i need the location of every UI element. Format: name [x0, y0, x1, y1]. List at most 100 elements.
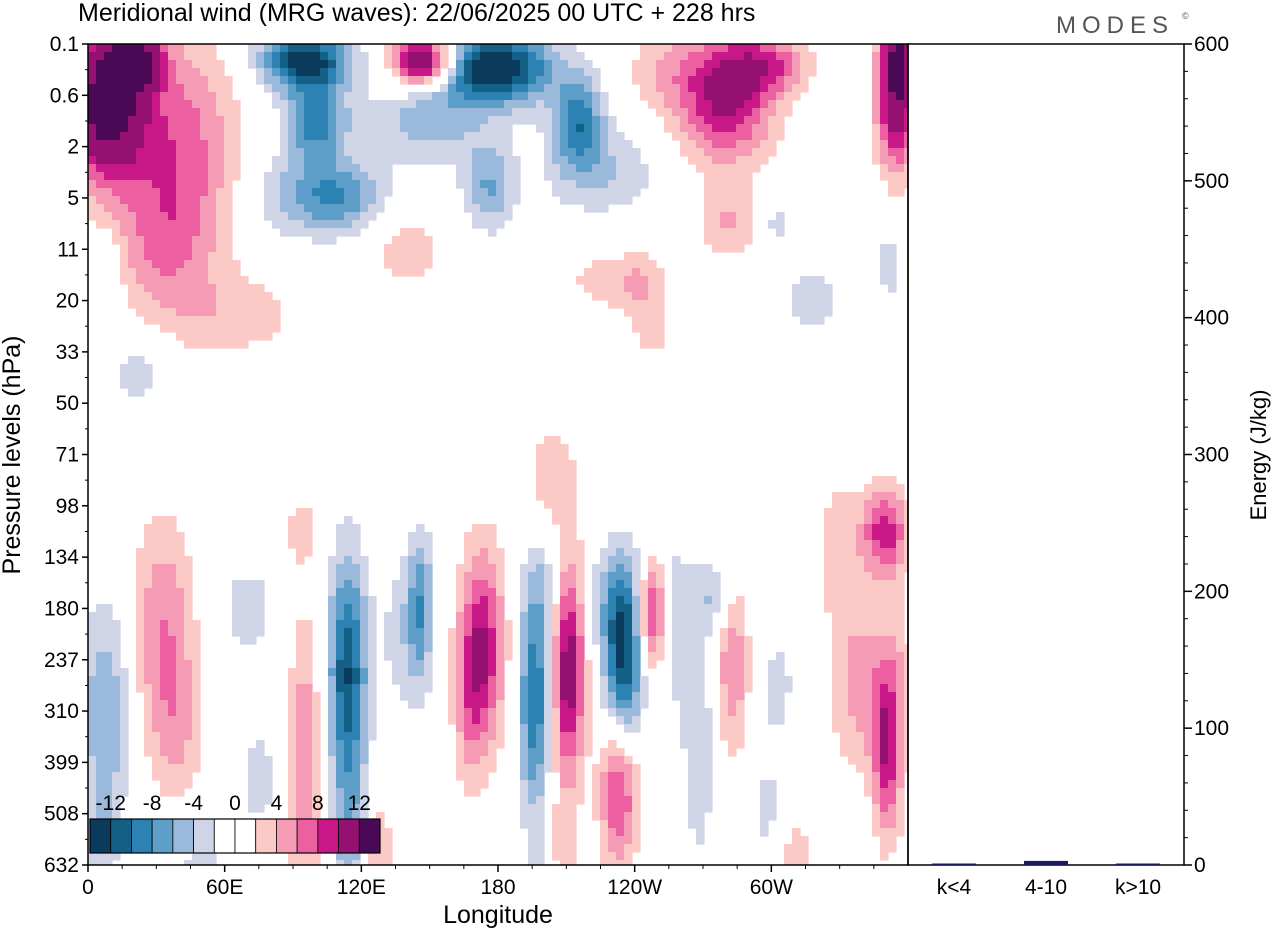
heat-cell — [632, 812, 641, 821]
heat-cell — [352, 684, 361, 693]
heat-cell — [336, 692, 345, 701]
heat-cell — [344, 796, 353, 805]
heat-cell — [336, 148, 345, 157]
heat-cell — [168, 636, 177, 645]
heat-cell — [560, 804, 569, 813]
heat-cell — [320, 164, 329, 173]
heat-cell — [720, 172, 729, 181]
heat-cell — [656, 308, 665, 317]
heat-cell — [624, 540, 633, 549]
heat-cell — [96, 852, 105, 861]
heat-cell — [488, 68, 497, 77]
heat-cell — [392, 660, 401, 669]
heat-cell — [128, 140, 137, 149]
heat-cell — [224, 340, 233, 349]
heat-cell — [728, 116, 737, 125]
heat-cell — [696, 60, 705, 69]
heat-cell — [600, 852, 609, 861]
heat-cell — [328, 660, 337, 669]
heat-cell — [256, 52, 265, 61]
heat-cell — [608, 300, 617, 309]
heat-cell — [360, 676, 369, 685]
heat-cell — [848, 492, 857, 501]
heat-cell — [168, 748, 177, 757]
heat-cell — [904, 108, 908, 117]
heat-cell — [608, 852, 617, 861]
heat-cell — [496, 676, 505, 685]
heat-cell — [600, 172, 609, 181]
heat-cell — [224, 116, 233, 125]
heat-cell — [608, 284, 617, 293]
heat-cell — [408, 676, 417, 685]
heat-cell — [168, 668, 177, 677]
heat-cell — [328, 756, 337, 765]
heat-cell — [624, 548, 633, 557]
heat-cell — [480, 684, 489, 693]
heat-cell — [400, 260, 409, 269]
heat-cell — [640, 172, 649, 181]
heat-cell — [768, 140, 777, 149]
heat-cell — [296, 684, 305, 693]
heat-cell — [400, 676, 409, 685]
heat-cell — [336, 108, 345, 117]
heat-cell — [408, 612, 417, 621]
heat-cell — [336, 196, 345, 205]
heat-cell — [824, 564, 833, 573]
heat-cell — [560, 604, 569, 613]
heat-cell — [312, 76, 321, 85]
heat-cell — [680, 124, 689, 133]
heat-cell — [856, 500, 865, 509]
heat-cell — [144, 116, 153, 125]
heat-cell — [472, 108, 481, 117]
heat-cell — [528, 860, 537, 865]
heat-cell — [696, 132, 705, 141]
heat-cell — [88, 132, 97, 141]
heat-cell — [376, 108, 385, 117]
heat-cell — [488, 748, 497, 757]
heat-cell — [232, 140, 241, 149]
heat-cell — [104, 84, 113, 93]
heat-cell — [288, 852, 297, 861]
heat-cell — [336, 700, 345, 709]
heat-cell — [368, 852, 377, 861]
heat-cell — [544, 68, 553, 77]
heat-cell — [520, 780, 529, 789]
heat-cell — [520, 748, 529, 757]
heat-cell — [232, 596, 241, 605]
heat-cell — [144, 148, 153, 157]
heat-cell — [144, 740, 153, 749]
heat-cell — [160, 204, 169, 213]
heat-cell — [480, 60, 489, 69]
heat-cell — [216, 260, 225, 269]
heat-cell — [616, 804, 625, 813]
heat-cell — [128, 172, 137, 181]
heat-cell — [728, 132, 737, 141]
heat-cell — [680, 716, 689, 725]
heat-cell — [96, 628, 105, 637]
heat-cell — [288, 860, 297, 865]
heat-cell — [176, 732, 185, 741]
heat-cell — [216, 148, 225, 157]
heat-cell — [536, 60, 545, 69]
heat-cell — [208, 332, 217, 341]
heat-cell — [600, 276, 609, 285]
heat-cell — [672, 556, 681, 565]
heat-cell — [880, 692, 889, 701]
heat-cell — [216, 68, 225, 77]
heat-cell — [792, 300, 801, 309]
heat-cell — [176, 92, 185, 101]
heat-cell — [272, 300, 281, 309]
colorbar-swatch — [234, 818, 257, 854]
heat-cell — [104, 220, 113, 229]
heat-cell — [208, 172, 217, 181]
heat-cell — [576, 604, 585, 613]
heat-cell — [336, 756, 345, 765]
heat-cell — [496, 572, 505, 581]
heat-cell — [152, 708, 161, 717]
heat-cell — [184, 204, 193, 213]
heat-cell — [184, 300, 193, 309]
heat-cell — [688, 132, 697, 141]
heat-cell — [480, 532, 489, 541]
heat-cell — [896, 132, 905, 141]
heat-cell — [464, 708, 473, 717]
